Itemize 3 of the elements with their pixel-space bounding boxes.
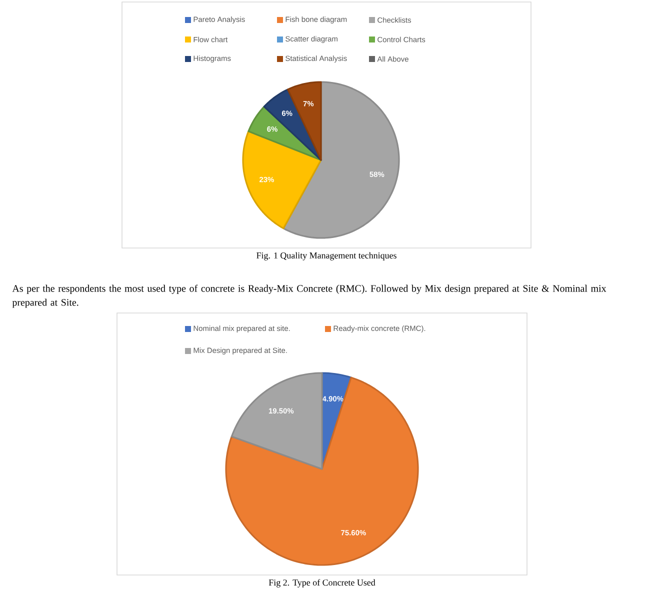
text: As per the respondents the most used type of concrete is Ready-Mix Concrete (RMC). Followed by Mix design prepared at Site & Nominal mix prepared at Site. — [12, 284, 606, 308]
caption: Fig. 1 Quality Management techniques — [256, 252, 396, 260]
caption: Fig 2. Type of Concrete Used — [268, 579, 376, 588]
